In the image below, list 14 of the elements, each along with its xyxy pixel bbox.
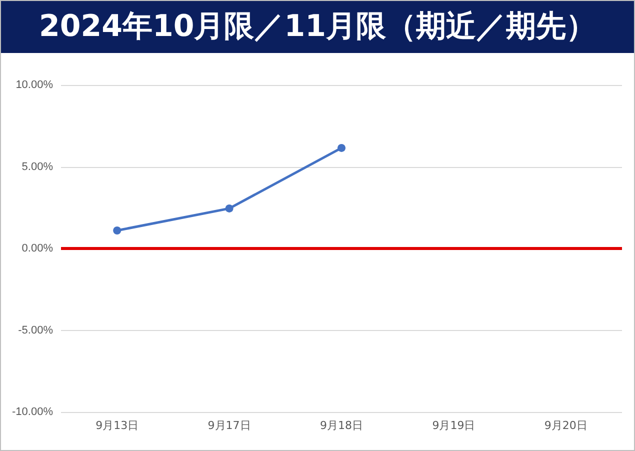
point (338, 144, 346, 152)
y-tick-label: -10.00% (12, 406, 54, 418)
x-tick-label: 9月19日 (432, 419, 476, 432)
chart-title: 2024年10月限／11月限（期近／期先） (1, 1, 634, 53)
y-tick-label: -5.00% (18, 324, 54, 336)
y-tick-label: 5.00% (22, 160, 54, 173)
x-tick-label: 9月13日 (96, 419, 139, 432)
point (113, 226, 122, 235)
y-tick-label: 10.00% (16, 79, 54, 91)
x-tick-label: 9月20日 (544, 419, 588, 432)
x-tick-label: 9月17日 (208, 419, 251, 432)
y-tick-label: 0.00% (22, 242, 54, 254)
x-tick-label: 9月18日 (320, 419, 363, 432)
point (225, 204, 234, 212)
